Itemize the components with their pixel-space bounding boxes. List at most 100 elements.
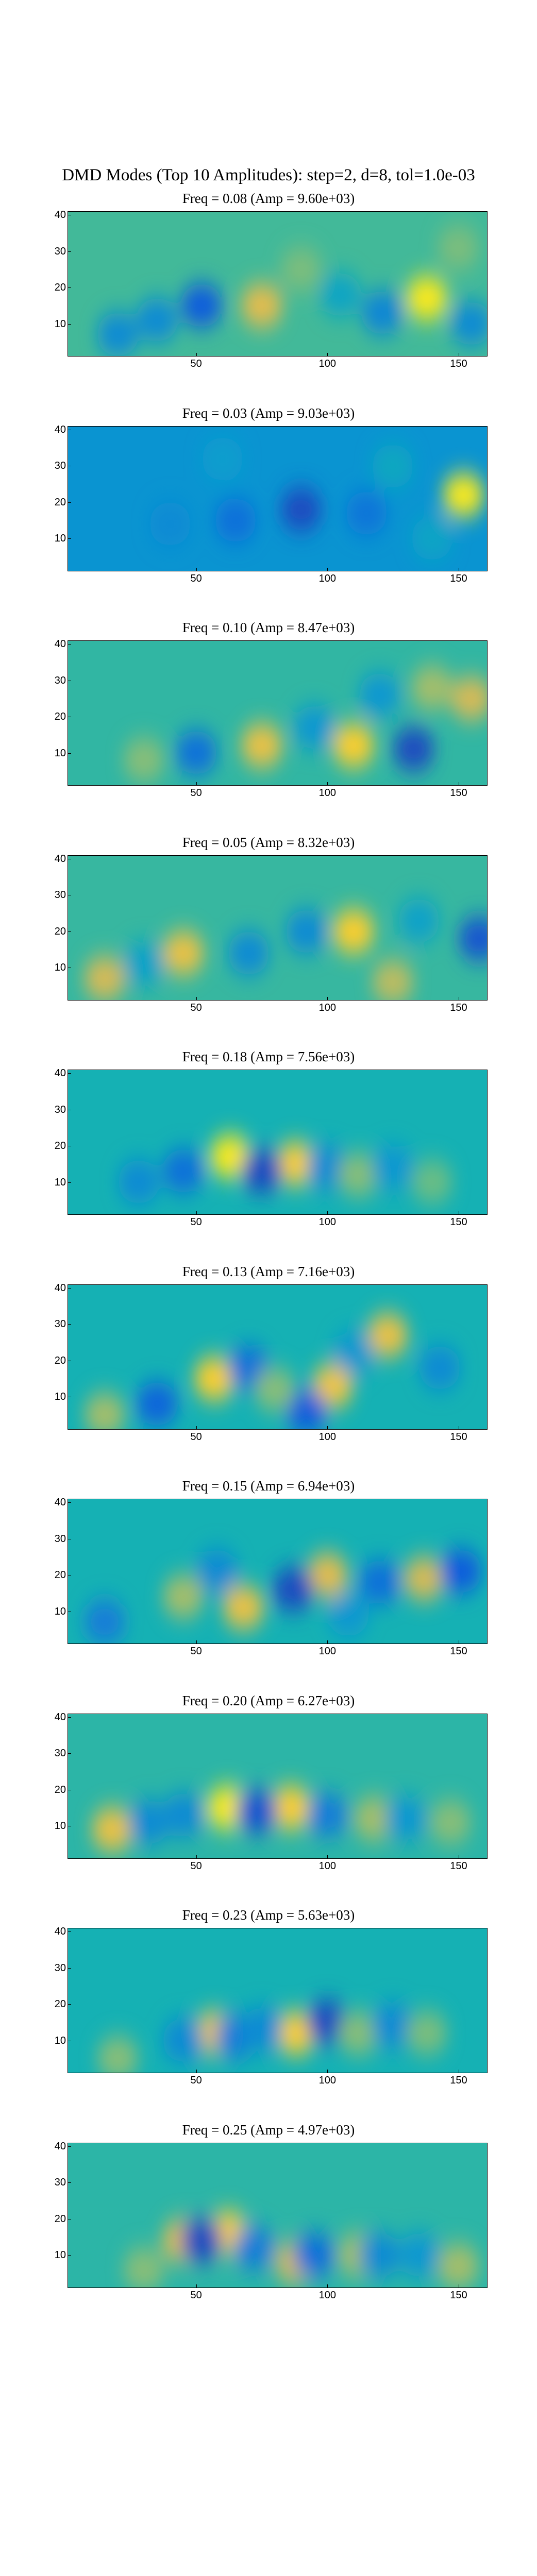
- heatmap-blob: [275, 1142, 317, 1185]
- y-tick-label: 40: [54, 1497, 66, 1509]
- x-tick-label: 50: [190, 1860, 202, 1872]
- x-tick-label: 100: [318, 572, 336, 584]
- heatmap-surface: [68, 1284, 487, 1429]
- y-tick-label: 40: [54, 853, 66, 865]
- heatmap-blob: [236, 1789, 278, 1833]
- heatmap-blob: [384, 1797, 427, 1840]
- x-tick-label: 50: [190, 1216, 202, 1228]
- heatmap-blob: [366, 1313, 409, 1357]
- heatmap-blob: [359, 673, 401, 717]
- x-tick-label: 100: [318, 2075, 336, 2086]
- x-tick-mark: [327, 1426, 328, 1430]
- y-tick-mark: [68, 324, 71, 325]
- heatmap-blob: [118, 1160, 160, 1204]
- heatmap-blob: [233, 2226, 275, 2269]
- heatmap-blob: [209, 1135, 251, 1178]
- heatmap-blob: [241, 284, 283, 327]
- y-tick-label: 10: [54, 1391, 66, 1403]
- y-tick-label: 10: [54, 2035, 66, 2046]
- heatmap-blob: [293, 706, 335, 749]
- heatmap-blob: [411, 516, 453, 560]
- heatmap-blob: [83, 956, 126, 1000]
- heatmap-blob: [372, 1146, 414, 1189]
- x-tick-mark: [327, 2070, 328, 2073]
- heatmap-axes: [68, 640, 488, 786]
- x-tick-mark: [327, 567, 328, 571]
- heatmap-axes: [68, 211, 488, 357]
- heatmap-blob: [332, 724, 375, 767]
- y-tick-label: 10: [54, 1176, 66, 1188]
- x-tick-mark: [196, 353, 197, 357]
- x-tick-mark: [327, 353, 328, 357]
- y-tick-label: 40: [54, 1711, 66, 1723]
- heatmap-blob: [393, 727, 435, 771]
- heatmap-blob: [406, 277, 448, 320]
- heatmap-blob: [272, 1568, 314, 1611]
- heatmap-blob: [136, 1382, 178, 1426]
- heatmap-blob: [353, 1797, 396, 1840]
- y-tick-label: 20: [54, 925, 66, 937]
- heatmap-blob: [214, 498, 257, 542]
- y-tick-mark: [68, 2004, 71, 2005]
- y-tick-mark: [68, 1753, 71, 1754]
- x-tick-mark: [196, 1640, 197, 1644]
- y-tick-mark: [68, 502, 71, 503]
- y-tick-mark: [68, 1968, 71, 1969]
- heatmap-surface: [68, 1928, 487, 2073]
- y-tick-label: 30: [54, 460, 66, 472]
- y-tick-label: 20: [54, 282, 66, 294]
- y-tick-mark: [68, 251, 71, 252]
- y-tick-label: 40: [54, 638, 66, 650]
- heatmap-blob: [450, 302, 487, 345]
- heatmap-blob: [83, 1393, 126, 1429]
- y-tick-label: 10: [54, 962, 66, 974]
- heatmap-blob: [285, 909, 328, 953]
- heatmap-blob: [319, 273, 362, 316]
- heatmap-blob: [372, 444, 414, 488]
- heatmap-axes: [68, 1070, 488, 1215]
- y-tick-mark: [68, 753, 71, 754]
- heatmap-blob: [372, 960, 414, 1000]
- heatmap-blob: [162, 2019, 205, 2062]
- heatmap-blob: [96, 2037, 139, 2073]
- heatmap-blob: [418, 1346, 461, 1389]
- heatmap-blob: [338, 2011, 380, 2055]
- y-tick-label: 20: [54, 1784, 66, 1795]
- subplot-title: Freq = 0.20 (Amp = 6.27e+03): [182, 1692, 355, 1708]
- heatmap-blob: [403, 1557, 445, 1600]
- y-tick-label: 10: [54, 1605, 66, 1617]
- x-tick-label: 50: [190, 787, 202, 799]
- x-tick-label: 50: [190, 572, 202, 584]
- y-tick-label: 30: [54, 1748, 66, 1759]
- y-tick-mark: [68, 1324, 71, 1325]
- y-tick-label: 20: [54, 711, 66, 723]
- y-tick-label: 40: [54, 2140, 66, 2152]
- y-tick-mark: [68, 1073, 71, 1074]
- x-tick-label: 100: [318, 2289, 336, 2301]
- y-tick-label: 20: [54, 1140, 66, 1152]
- x-tick-label: 50: [190, 1646, 202, 1657]
- heatmap-blob: [458, 917, 487, 960]
- heatmap-blob: [270, 1786, 312, 1829]
- heatmap-blob: [327, 1593, 370, 1636]
- x-tick-label: 150: [450, 787, 467, 799]
- x-tick-mark: [196, 1426, 197, 1430]
- subplot-title: Freq = 0.18 (Amp = 7.56e+03): [182, 1049, 355, 1064]
- heatmap-blob: [91, 1807, 134, 1851]
- x-tick-label: 150: [450, 1646, 467, 1657]
- heatmap-blob: [149, 502, 191, 546]
- heatmap-blob: [406, 2011, 448, 2055]
- heatmap-blob: [398, 2233, 440, 2277]
- heatmap-surface: [68, 2143, 487, 2287]
- subplot-title: Freq = 0.15 (Amp = 6.94e+03): [182, 1478, 355, 1494]
- heatmap-blob: [162, 1149, 205, 1193]
- heatmap-blob: [359, 1561, 401, 1604]
- heatmap-axes: [68, 426, 488, 571]
- heatmap-axes: [68, 1928, 488, 2073]
- heatmap-blob: [162, 1575, 205, 1618]
- heatmap-blob: [136, 298, 178, 342]
- x-tick-label: 50: [190, 1002, 202, 1013]
- heatmap-blob: [96, 313, 139, 356]
- heatmap-blob: [306, 1146, 348, 1189]
- subplot-title: Freq = 0.05 (Amp = 8.32e+03): [182, 834, 355, 850]
